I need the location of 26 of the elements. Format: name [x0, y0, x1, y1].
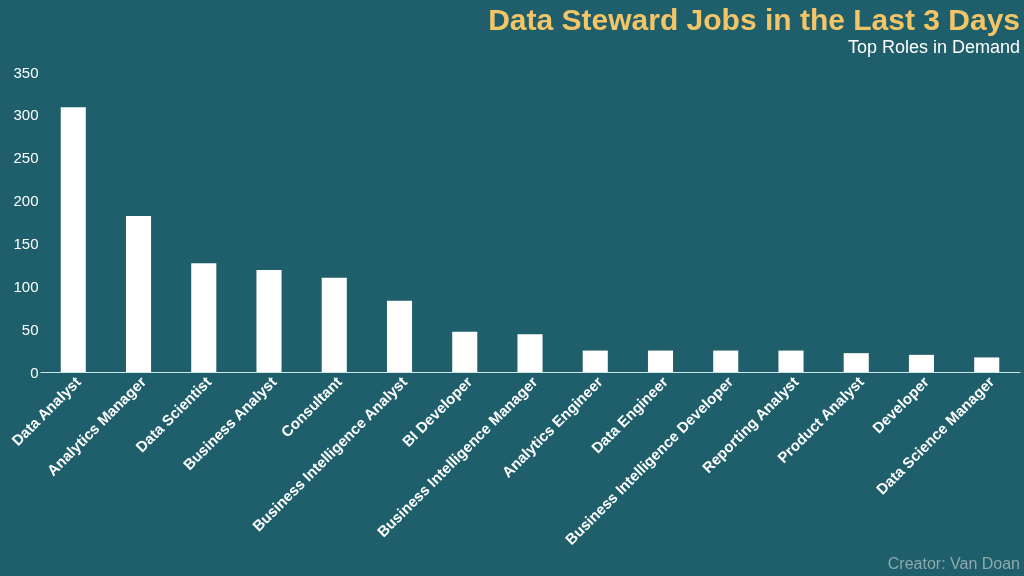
bar	[386, 300, 413, 372]
y-tick-label: 250	[13, 149, 39, 167]
bar	[452, 331, 478, 372]
bar	[778, 350, 804, 372]
bar	[125, 216, 152, 372]
y-tick-label: 50	[21, 320, 39, 338]
bar	[517, 334, 543, 372]
bar	[908, 354, 935, 372]
y-tick-label: 350	[13, 63, 39, 81]
bar	[191, 263, 217, 372]
bar	[321, 277, 347, 372]
y-tick-label: 100	[13, 277, 39, 295]
chart-title: Data Steward Jobs in the Last 3 Days	[488, 3, 1020, 36]
y-tick-label: 200	[13, 192, 39, 210]
bar	[647, 350, 674, 372]
bar	[713, 350, 739, 372]
y-tick-label: 0	[30, 363, 39, 381]
bar	[60, 107, 86, 372]
bar	[256, 270, 282, 372]
bar	[843, 353, 869, 372]
y-tick-label: 300	[13, 106, 39, 124]
chart-subtitle: Top Roles in Demand	[847, 37, 1020, 57]
y-tick-label: 150	[13, 234, 39, 252]
bar	[974, 357, 1000, 372]
bar	[582, 350, 608, 372]
text: Creator: Van Doan	[887, 555, 1020, 572]
